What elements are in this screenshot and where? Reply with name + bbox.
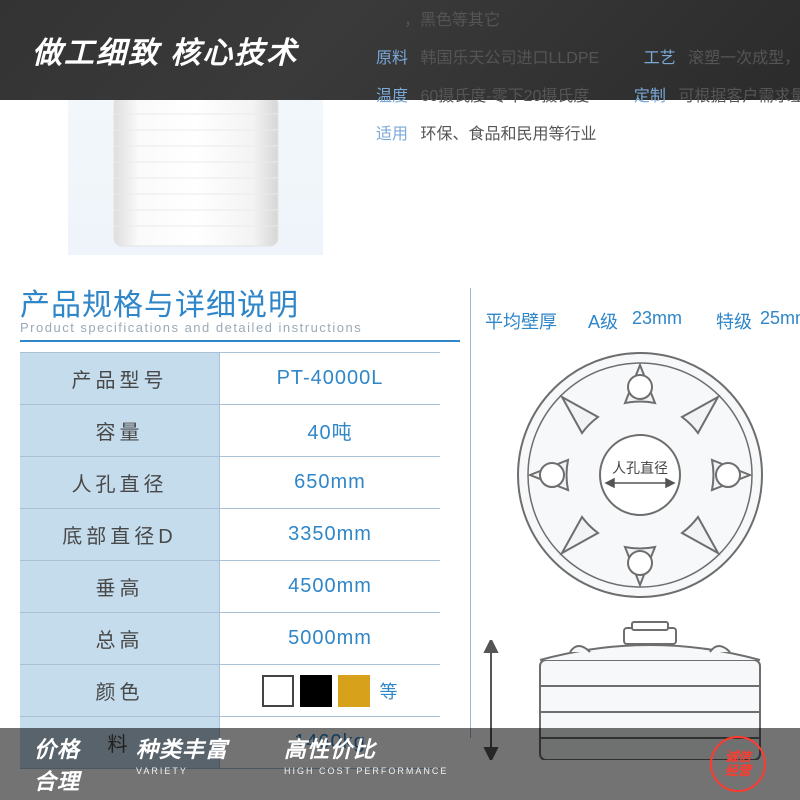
integrity-seal-icon: 诚信经营 (710, 736, 766, 792)
tank-photo-icon (96, 90, 296, 250)
bottom-variety-sub: VARIETY (136, 766, 228, 776)
attr-row-temp: 温度 60摄氏度-零下20摄氏度 定制 可根据客户需求量身定制 (376, 82, 796, 106)
color-swatch (262, 675, 294, 707)
spec-label: 容量 (20, 405, 220, 456)
bottom-value-big: 高性价比 (284, 732, 448, 764)
banner-text: 做工细致 核心技术 (32, 28, 298, 72)
grade-a-label: A级 (588, 308, 618, 334)
spec-label: 颜色 (20, 665, 220, 716)
attr-row-app: 适用 环保、食品和民用等行业 (376, 120, 796, 144)
tank-topview-icon: 人孔直径 (510, 345, 770, 605)
spec-table: 产品型号PT-40000L容量40吨人孔直径650mm底部直径D3350mm垂高… (20, 352, 440, 769)
spec-row: 垂高4500mm (20, 561, 440, 613)
attr-val-proc: 滚塑一次成型，无缝无焊 (688, 50, 800, 67)
bottom-bar: 价格合理 种类丰富 VARIETY 高性价比 HIGH COST PERFORM… (0, 728, 800, 800)
bottom-price-big: 价格 (34, 737, 80, 762)
spec-label: 底部直径D (20, 509, 220, 560)
spec-heading-rule (20, 340, 460, 342)
spec-row: 底部直径D3350mm (20, 509, 440, 561)
attr-row-raw: 原料 韩国乐天公司进口LLDPE 工艺 滚塑一次成型，无缝无焊 (376, 44, 796, 68)
bottom-variety-big: 种类丰富 (136, 732, 228, 764)
spec-row: 产品型号PT-40000L (20, 353, 440, 405)
spec-value: 3350mm (220, 509, 440, 560)
spec-value: 等 (220, 665, 440, 716)
spec-label: 总高 (20, 613, 220, 664)
color-swatch (338, 675, 370, 707)
spec-heading-cn: 产品规格与详细说明 (20, 280, 299, 324)
attr-label-temp: 温度 (376, 88, 408, 105)
seal-line1: 诚信 (725, 749, 751, 764)
attr-val-app: 环保、食品和民用等行业 (420, 126, 596, 143)
attr-colornote: 黑色等其它 (420, 12, 500, 29)
attr-label-proc: 工艺 (644, 50, 676, 67)
grade-a-val: 23mm (632, 308, 682, 329)
manhole-label: 人孔直径 (612, 460, 668, 476)
color-swatch (300, 675, 332, 707)
spec-label: 人孔直径 (20, 457, 220, 508)
spec-value: 40吨 (220, 405, 440, 456)
grade-s-label: 特级 (716, 308, 752, 334)
bottom-group: 价格合理 种类丰富 VARIETY 高性价比 HIGH COST PERFORM… (34, 732, 448, 796)
attr-val-temp: 60摄氏度-零下20摄氏度 (420, 88, 589, 105)
page-root: 做工细致 核心技术 ，黑色等其它 原料 韩国乐天公司进口LLDPE 工艺 滚塑一… (0, 0, 800, 800)
spec-value: 4500mm (220, 561, 440, 612)
spec-value: 5000mm (220, 613, 440, 664)
grade-s-val: 25mm (760, 308, 800, 329)
bottom-item-value: 高性价比 HIGH COST PERFORMANCE (284, 732, 448, 796)
bottom-item-variety: 种类丰富 VARIETY (136, 732, 228, 796)
thickness-label: 平均壁厚 (485, 308, 645, 334)
spec-label: 垂高 (20, 561, 220, 612)
attr-label-custom: 定制 (634, 88, 666, 105)
attr-val-raw: 韩国乐天公司进口LLDPE (420, 50, 599, 67)
color-swatch-set: 等 (262, 675, 399, 707)
spec-value: PT-40000L (220, 353, 440, 404)
seal-line2: 经营 (725, 763, 751, 778)
spec-row: 总高5000mm (20, 613, 440, 665)
swatch-more-label: 等 (380, 678, 399, 704)
product-photo-panel (68, 100, 323, 255)
spec-row: 人孔直径650mm (20, 457, 440, 509)
attr-val-custom: 可根据客户需求量身定制 (678, 88, 800, 105)
bottom-item-price: 价格合理 (34, 732, 80, 796)
attr-row-colornote: ，黑色等其它 (404, 6, 796, 30)
attr-label-app: 适用 (376, 126, 408, 143)
bottom-price-second: 合理 (34, 769, 80, 794)
spec-label: 产品型号 (20, 353, 220, 404)
attribute-block: ，黑色等其它 原料 韩国乐天公司进口LLDPE 工艺 滚塑一次成型，无缝无焊 温… (376, 0, 796, 144)
bottom-value-sub: HIGH COST PERFORMANCE (284, 766, 448, 776)
spec-heading-en: Product specifications and detailed inst… (20, 320, 362, 335)
spec-value: 650mm (220, 457, 440, 508)
attr-label-raw: 原料 (376, 50, 408, 67)
spec-row: 容量40吨 (20, 405, 440, 457)
spec-row: 颜色 等 (20, 665, 440, 717)
